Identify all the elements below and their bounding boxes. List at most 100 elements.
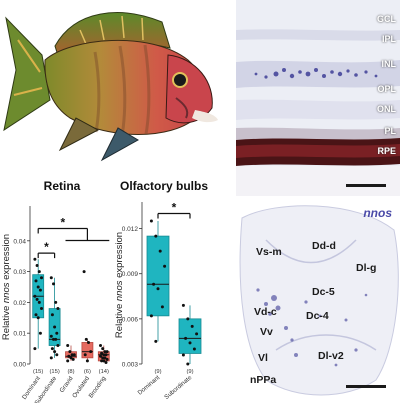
y-tick-label: 0.04 <box>13 238 26 245</box>
data-point <box>71 357 75 361</box>
data-point <box>70 353 74 357</box>
data-point <box>38 331 42 335</box>
retina-layer-label: GCL <box>377 14 396 24</box>
data-point <box>85 359 89 363</box>
y-tick-label: 0.012 <box>122 226 139 233</box>
data-point <box>99 354 102 358</box>
y-tick-label: 0.00 <box>13 362 26 369</box>
data-point <box>99 344 102 348</box>
data-point <box>192 347 196 351</box>
y-axis-label: Relative nnos expression <box>1 234 12 340</box>
y-tick-label: 0.006 <box>122 316 139 323</box>
brain-region-label: Dl-v2 <box>318 350 344 362</box>
data-point <box>184 336 188 340</box>
data-point <box>52 337 55 341</box>
retina-layer-label: ONL <box>377 104 396 114</box>
retina-layer-label: INL <box>381 59 397 69</box>
brain-section-panel: nnos Vs-m Dd-d Dl-g Dc-5 Vd-c Dc-4 Vv Vl… <box>236 200 400 403</box>
sample-count: (15) <box>49 369 59 375</box>
data-point <box>163 264 167 268</box>
data-point <box>56 344 60 348</box>
sample-count: (15) <box>33 369 43 375</box>
sample-count: (14) <box>99 369 109 375</box>
category-label: Dominant <box>136 374 161 397</box>
brain-region-label: Vd-c <box>254 306 277 318</box>
data-point <box>87 340 90 344</box>
data-point <box>52 282 55 286</box>
data-point <box>33 257 37 261</box>
data-point <box>105 357 109 361</box>
sample-count: (9) <box>186 369 193 375</box>
chart-title: Retina <box>44 179 81 193</box>
olfactory-chart-panel: Olfactory bulbs Relative nnos expression 0… <box>102 176 222 403</box>
data-point <box>83 353 87 357</box>
box-ovulated <box>81 342 94 359</box>
data-point <box>34 313 38 317</box>
data-point <box>33 347 37 351</box>
y-tick-label: 0.009 <box>122 271 139 278</box>
data-point <box>101 347 105 351</box>
brain-region-label: Vl <box>258 352 268 364</box>
data-point <box>36 316 40 320</box>
data-point <box>84 337 88 341</box>
brain-region-label: nPPa <box>250 374 277 386</box>
data-point <box>55 331 59 335</box>
data-point <box>100 359 104 363</box>
data-point <box>67 354 71 358</box>
fish-photo-icon <box>3 12 218 162</box>
data-point <box>55 353 59 357</box>
data-point <box>188 341 192 345</box>
data-point <box>35 263 39 267</box>
data-point <box>89 350 93 354</box>
data-point <box>105 350 109 354</box>
data-point <box>53 350 57 354</box>
box-subordinate <box>178 318 202 354</box>
data-point <box>160 305 164 309</box>
fish-photo-panel <box>0 0 225 165</box>
data-point <box>66 359 70 363</box>
data-point <box>72 353 76 357</box>
brain-region-label: Vs-m <box>256 246 282 258</box>
data-point <box>37 300 41 304</box>
sample-count: (9) <box>154 369 161 375</box>
data-point <box>190 324 194 328</box>
brain-region-label: Dd-d <box>312 240 336 252</box>
data-point <box>36 285 40 289</box>
data-point <box>49 356 53 360</box>
data-point <box>50 347 54 351</box>
data-point <box>103 350 107 354</box>
data-point <box>49 334 53 338</box>
data-point <box>154 339 158 343</box>
data-point <box>35 297 39 301</box>
data-point <box>152 282 156 286</box>
brain-region-label: Dl-g <box>356 262 377 274</box>
brain-region-label: Dc-4 <box>306 310 329 322</box>
retina-layer-label: PL <box>384 126 396 136</box>
data-point <box>54 337 58 341</box>
sample-count: (6) <box>84 369 91 375</box>
data-point <box>154 234 158 238</box>
data-point <box>33 294 37 298</box>
data-point <box>69 356 73 360</box>
data-point <box>49 276 53 280</box>
sample-count: (8) <box>67 369 74 375</box>
data-point <box>195 332 199 336</box>
y-tick-label: 0.01 <box>13 331 26 338</box>
y-tick-label: 0.03 <box>13 269 26 276</box>
brain-region-label: Vv <box>260 326 273 338</box>
significance-star: * <box>44 240 49 254</box>
y-tick-label: 0.02 <box>13 300 26 307</box>
data-point <box>102 359 106 363</box>
data-point <box>68 350 72 354</box>
data-point <box>158 249 162 253</box>
retina-layer-label: RPE <box>377 146 396 156</box>
category-label: Gravid <box>58 375 75 394</box>
data-point <box>181 353 185 357</box>
significance-star: * <box>172 201 177 215</box>
brain-section-image <box>239 205 399 396</box>
data-point <box>37 270 41 274</box>
data-point <box>102 353 106 357</box>
data-point <box>186 317 190 321</box>
retina-section-image <box>236 0 400 196</box>
